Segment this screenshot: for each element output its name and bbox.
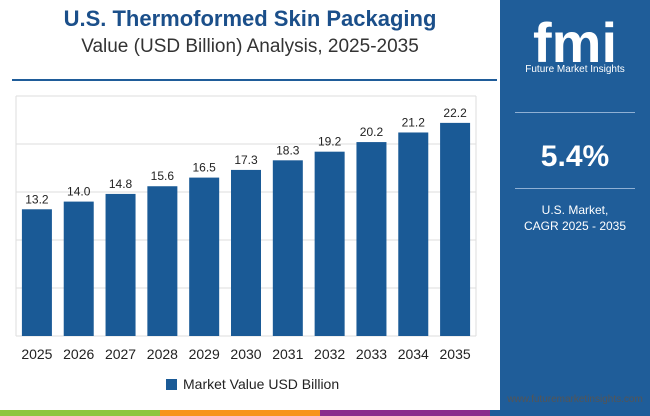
bar	[147, 186, 178, 336]
cagr-label: U.S. Market, CAGR 2025 - 2035	[500, 202, 650, 234]
strip-segment-orange	[160, 410, 320, 416]
legend-label: Market Value USD Billion	[183, 376, 340, 392]
logo-wordmark: fmi	[533, 11, 617, 74]
side-panel: fmi Future Market Insights 5.4% U.S. Mar…	[500, 0, 650, 416]
bar	[356, 142, 387, 336]
panel-divider-bottom	[515, 188, 635, 189]
bar-value-label: 17.3	[234, 153, 258, 167]
fmi-logo: fmi	[533, 11, 617, 74]
strip-segment-purple	[320, 410, 490, 416]
x-tick-label: 2034	[398, 346, 429, 362]
x-tick-label: 2030	[230, 346, 261, 362]
x-tick-label: 2027	[105, 346, 136, 362]
bar-value-label: 16.5	[193, 161, 217, 175]
bar-value-label: 21.2	[402, 115, 426, 129]
bar-value-label: 22.2	[443, 106, 467, 120]
chart-title: U.S. Thermoformed Skin Packaging	[63, 6, 437, 31]
cagr-label-line1: U.S. Market,	[541, 203, 609, 217]
chart-subtitle: Value (USD Billion) Analysis, 2025-2035	[81, 36, 419, 57]
bar-value-label: 13.2	[25, 192, 49, 206]
website-link[interactable]: www.futuremarketinsights.com	[507, 394, 643, 405]
bar	[231, 169, 261, 336]
bar-chart: 13.2 2025 14.0 2026 14.8 2027 15.6 2028 16.5 2029…	[15, 95, 477, 362]
x-tick-label: 2032	[314, 346, 345, 362]
x-tick-label: 2031	[272, 346, 303, 362]
bar-value-label: 20.2	[360, 125, 384, 139]
bar	[272, 160, 303, 336]
x-tick-label: 2025	[21, 346, 52, 362]
x-tick-label: 2029	[189, 346, 220, 362]
bar-value-label: 14.0	[67, 185, 91, 199]
x-tick-label: 2028	[147, 346, 178, 362]
bar	[21, 209, 52, 336]
strip-segment-green	[0, 410, 160, 416]
x-tick-label: 2026	[63, 346, 94, 362]
cagr-value: 5.4%	[540, 140, 610, 173]
bar	[189, 177, 220, 336]
bottom-color-strip	[0, 410, 650, 416]
strip-segment-blue	[490, 410, 650, 416]
logo-tagline: Future Market Insights	[525, 64, 625, 75]
bar-value-label: 15.6	[151, 169, 175, 183]
legend-swatch	[166, 378, 177, 390]
title-divider	[12, 79, 497, 81]
x-tick-label: 2035	[440, 346, 471, 362]
bar	[63, 201, 94, 336]
bar-value-label: 14.8	[109, 177, 133, 191]
bar-value-label: 18.3	[276, 143, 300, 157]
bar	[314, 151, 345, 336]
bar	[105, 193, 136, 336]
cagr-label-line2: CAGR 2025 - 2035	[523, 219, 627, 233]
bar	[398, 132, 429, 336]
bar-value-label: 19.2	[318, 135, 342, 149]
chart-legend: Market Value USD Billion	[166, 376, 339, 392]
panel-divider-top	[515, 112, 635, 113]
x-tick-label: 2033	[356, 346, 387, 362]
bar	[440, 122, 471, 336]
